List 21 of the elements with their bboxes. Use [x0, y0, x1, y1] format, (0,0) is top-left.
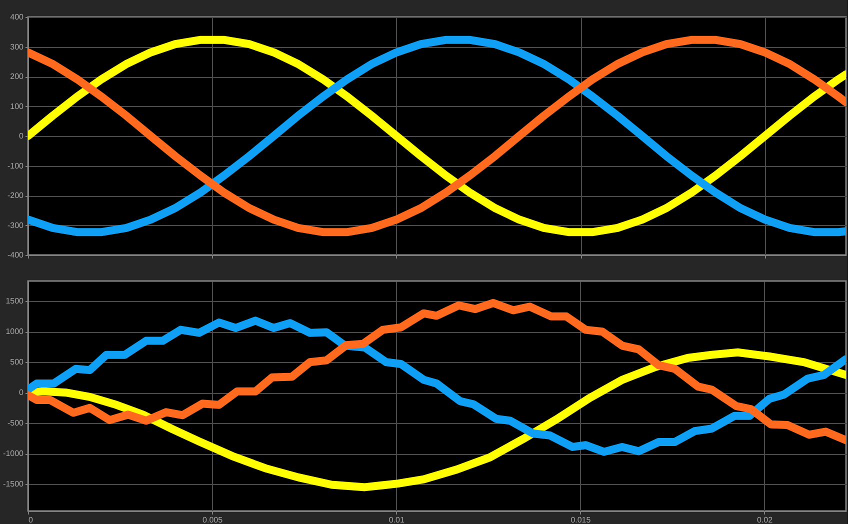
- y-tick-label: -1500: [3, 480, 24, 489]
- y-tick-label: 1000: [6, 327, 24, 336]
- y-tick-label: 1500: [6, 296, 24, 306]
- y-tick-label: 300: [10, 42, 24, 52]
- x-tick-label: 0.005: [202, 516, 224, 524]
- y-tick-label: 500: [10, 358, 24, 367]
- x-tick-label: 0.02: [756, 516, 774, 524]
- y-tick-label: -300: [7, 220, 24, 230]
- y-tick-label: -100: [7, 161, 24, 170]
- y-tick-label: 0: [19, 388, 24, 398]
- x-tick-label: 0.015: [570, 516, 592, 524]
- x-tick-label: 0: [28, 516, 34, 524]
- y-tick-label: 200: [10, 72, 24, 81]
- y-tick-label: 100: [10, 102, 24, 111]
- y-tick-label: 0: [19, 132, 24, 140]
- y-tick-label: -1000: [3, 449, 24, 458]
- y-tick-label: -400: [7, 250, 24, 260]
- x-tick-label: 0.01: [388, 516, 405, 524]
- y-tick-label: 400: [10, 12, 24, 22]
- y-tick-label: -500: [7, 418, 24, 428]
- y-tick-label: -200: [7, 191, 24, 200]
